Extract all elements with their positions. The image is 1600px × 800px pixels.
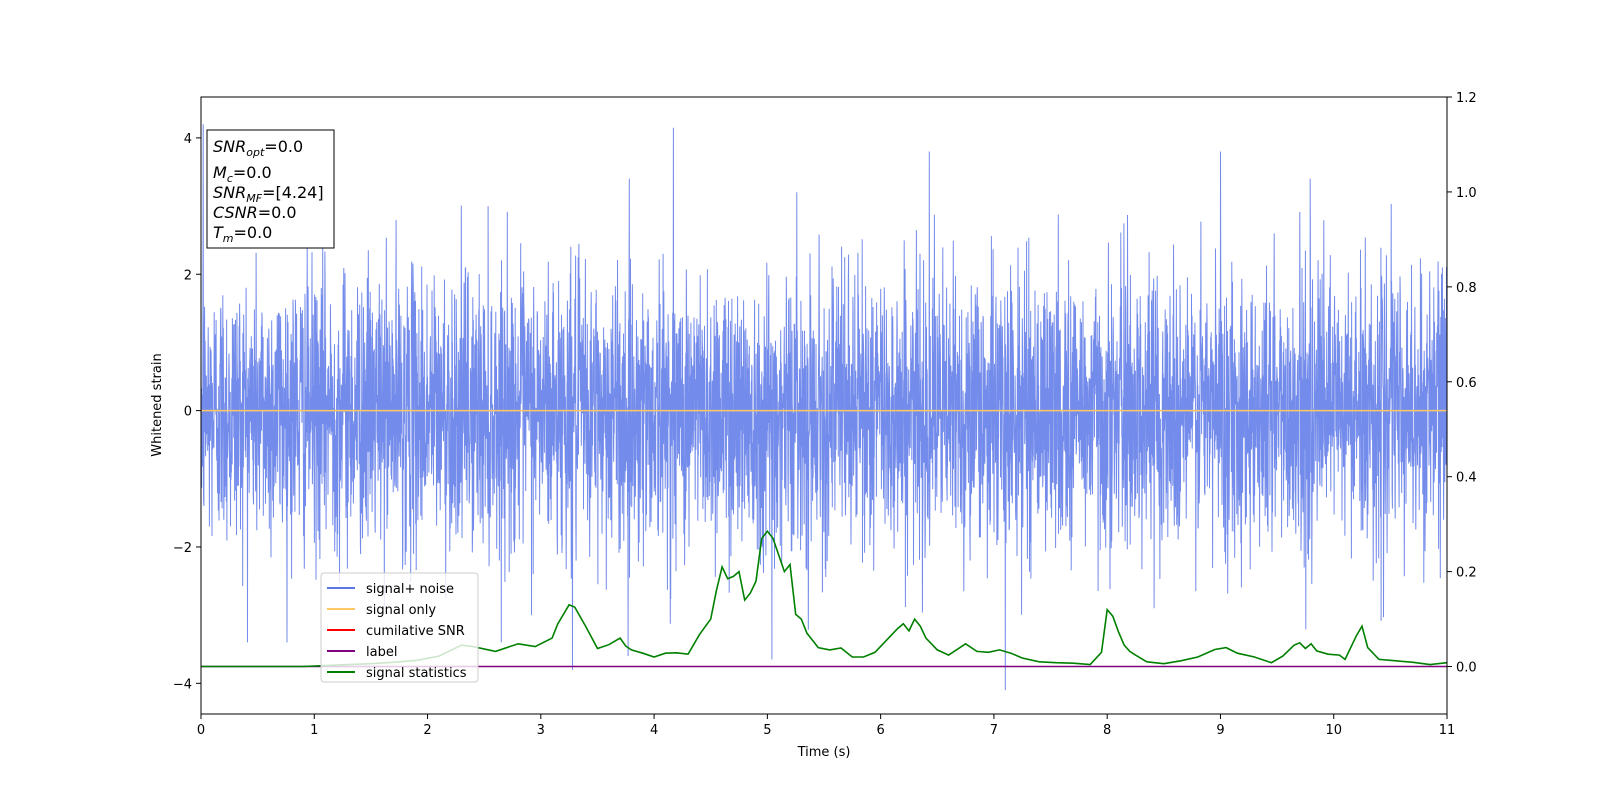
plot-frame (200, 96, 1448, 715)
y-tick-label: 0 (184, 405, 192, 420)
info-box-frame (206, 129, 335, 249)
legend-label: signal+ noise (366, 582, 454, 597)
legend: signal+ noise signal only cumilative SNR la… (320, 572, 479, 683)
x-tick-label: 3 (537, 723, 545, 738)
info-box-line: CSNR=0.0 (213, 203, 297, 222)
info-box-line: SNRMF=[4.24] (213, 183, 324, 205)
x-tick-label: 1 (310, 723, 318, 738)
x-tick-label: 11 (1439, 723, 1456, 738)
y-axis-right: 0.0 0.2 0.4 0.6 0.8 1.0 1.2 (1447, 91, 1477, 676)
y2-tick-label: 0.2 (1456, 566, 1477, 581)
y2-tick-label: 0.8 (1456, 281, 1477, 296)
info-box-line: SNRopt=0.0 (213, 137, 303, 159)
x-axis-label: Time (s) (797, 745, 851, 760)
y2-tick-label: 1.2 (1456, 91, 1477, 106)
x-tick-label: 9 (1216, 723, 1224, 738)
y-tick-label: −4 (173, 677, 192, 692)
y-tick-label: −2 (173, 541, 192, 556)
y2-tick-label: 0.6 (1456, 376, 1477, 391)
y-axis-left: −4 −2 0 2 4 (173, 132, 201, 692)
info-box-line: Mc=0.0 (213, 163, 272, 185)
x-tick-label: 7 (990, 723, 998, 738)
x-tick-label: 6 (876, 723, 884, 738)
legend-label: signal only (366, 603, 436, 618)
x-tick-label: 2 (423, 723, 431, 738)
legend-frame (320, 572, 479, 683)
x-tick-label: 5 (763, 723, 771, 738)
y-axis-label: Whitened strain (150, 353, 165, 456)
y2-tick-label: 1.0 (1456, 186, 1477, 201)
y-tick-label: 4 (184, 132, 192, 147)
y2-tick-label: 0.0 (1456, 661, 1477, 676)
x-tick-label: 4 (650, 723, 658, 738)
y2-tick-label: 0.4 (1456, 471, 1477, 486)
legend-label: cumilative SNR (366, 624, 465, 639)
series-line-signal-statistics (201, 530, 1447, 668)
x-tick-label: 10 (1325, 723, 1342, 738)
x-tick-label: 8 (1103, 723, 1111, 738)
info-box-line: Tm=0.0 (213, 223, 272, 245)
x-tick-label: 0 (197, 723, 205, 738)
y-tick-label: 2 (184, 268, 192, 283)
legend-label: label (366, 645, 397, 660)
legend-label: signal statistics (366, 666, 467, 681)
x-axis: 0 1 2 3 4 5 6 7 8 9 10 11 (197, 714, 1455, 738)
info-box: SNRopt=0.0 Mc=0.0SNRMF=[4.24]CSNR=0.0Tm=0… (206, 129, 335, 249)
series-line-signal-noise (201, 124, 1447, 691)
